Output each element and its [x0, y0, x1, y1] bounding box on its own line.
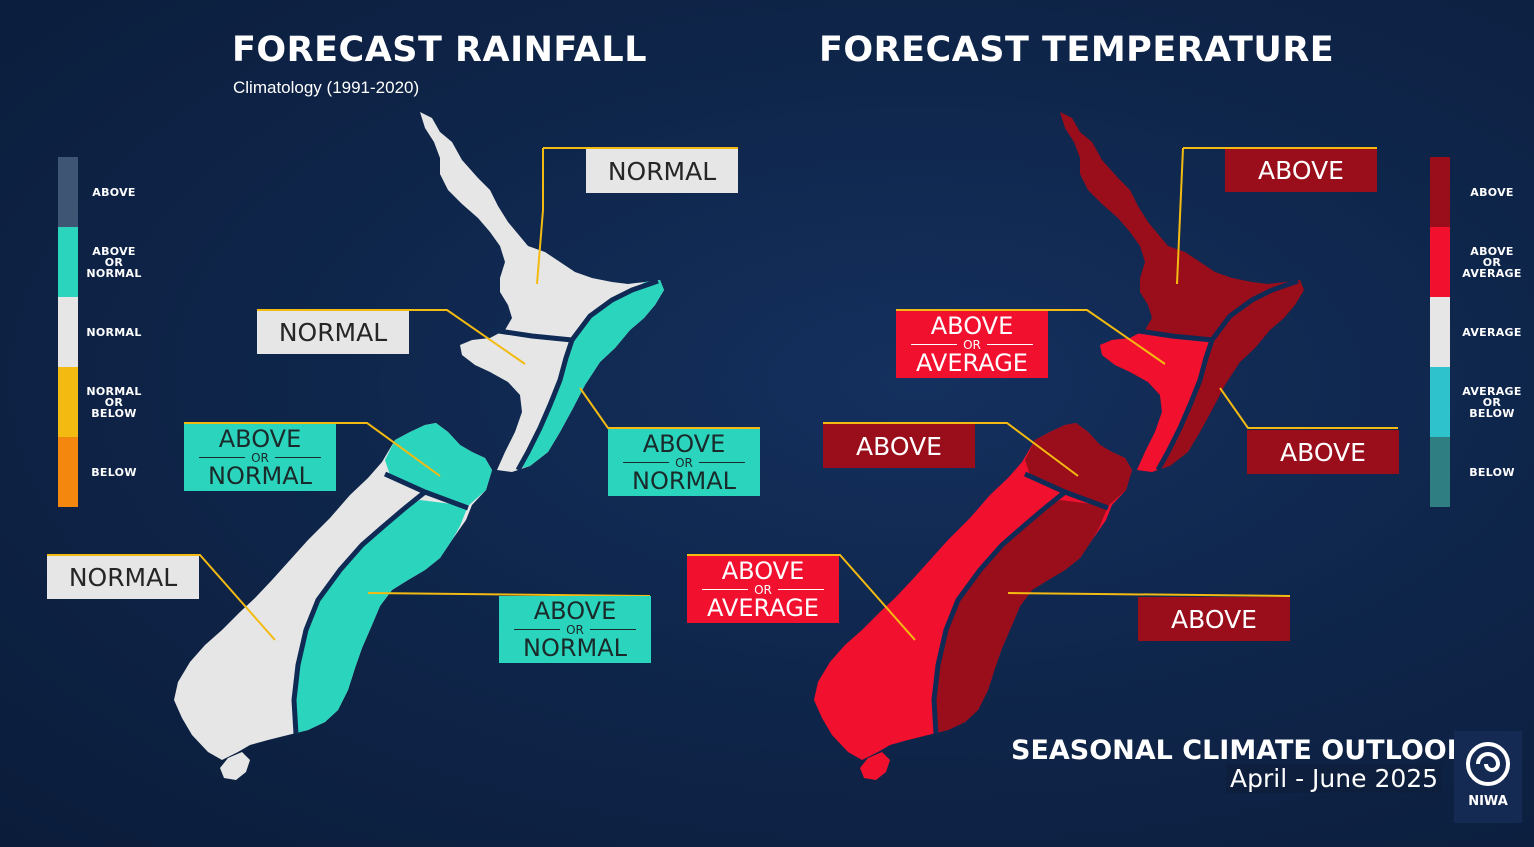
rainfall-legend-normal-or-below-swatch	[58, 367, 78, 437]
rainfall-label-south-east: ABOVE OR NORMAL	[499, 596, 651, 663]
temperature-label-north-west: ABOVE OR AVERAGE	[896, 311, 1048, 378]
rainfall-legend-normal-swatch	[58, 297, 78, 367]
temperature-legend-labels: ABOVE ABOVE OR AVERAGE AVERAGE AVERAGE OR BE…	[1452, 157, 1532, 507]
temperature-legend-above-swatch	[1430, 157, 1450, 227]
temperature-label-south-west: ABOVE OR AVERAGE	[687, 556, 839, 623]
niwa-logo: NIWA	[1454, 731, 1522, 823]
temperature-legend-label: BELOW	[1469, 465, 1515, 479]
rainfall-map	[47, 112, 760, 780]
temperature-legend-label: ABOVE	[1470, 185, 1514, 199]
niwa-swirl-icon	[1466, 742, 1510, 786]
temperature-label-south-east: ABOVE	[1138, 597, 1290, 641]
temperature-legend-label: AVERAGE	[1462, 325, 1522, 339]
rainfall-legend-labels: ABOVE ABOVE OR NORMAL NORMAL NORMAL OR BELOW…	[74, 157, 154, 507]
rainfall-legend-label: BELOW	[91, 465, 137, 479]
rainfall-legend-above-or-normal-swatch	[58, 227, 78, 297]
temperature-label-south-north: ABOVE	[823, 424, 975, 468]
temperature-label-north-north: ABOVE	[1225, 149, 1377, 192]
rainfall-label-north-west: NORMAL	[257, 311, 409, 354]
temperature-title: FORECAST TEMPERATURE	[819, 30, 1335, 70]
rainfall-label-south-west: NORMAL	[47, 556, 199, 599]
rainfall-region-north-east	[522, 280, 664, 468]
rainfall-legend-label: ABOVE	[92, 185, 136, 199]
rainfall-region-south-east	[294, 500, 468, 733]
temperature-legend-above-or-average-swatch	[1430, 227, 1450, 297]
rainfall-subtitle: Climatology (1991-2020)	[233, 78, 420, 97]
rainfall-title: FORECAST RAINFALL	[232, 30, 647, 70]
rainfall-region-south-north	[385, 423, 492, 506]
rainfall-legend-label: NORMAL	[86, 325, 142, 339]
temperature-region-south-east	[934, 500, 1108, 733]
temperature-region-south-north	[1025, 423, 1132, 506]
temperature-legend-average-swatch	[1430, 297, 1450, 367]
temperature-label-north-east: ABOVE	[1247, 430, 1399, 474]
rainfall-label-south-north: ABOVE OR NORMAL	[184, 424, 336, 491]
temperature-legend-average-or-below-swatch	[1430, 367, 1450, 437]
temperature-map	[814, 112, 1304, 780]
temperature-region-north-west	[1100, 330, 1212, 472]
temperature-legend-label: ABOVE OR AVERAGE	[1462, 244, 1522, 280]
rainfall-legend-above-swatch	[58, 157, 78, 227]
outlook-period: April - June 2025	[1226, 764, 1443, 793]
rainfall-label-north-east: ABOVE OR NORMAL	[608, 429, 760, 496]
rainfall-label-north-north: NORMAL	[586, 149, 738, 193]
rainfall-legend-label: ABOVE OR NORMAL	[86, 244, 142, 280]
rainfall-legend-below-swatch	[58, 437, 78, 507]
temperature-legend-label: AVERAGE OR BELOW	[1462, 384, 1522, 420]
rainfall-legend-bar	[58, 157, 78, 507]
temperature-legend-below-swatch	[1430, 437, 1450, 507]
niwa-logo-text: NIWA	[1468, 794, 1508, 809]
rainfall-legend-label: NORMAL OR BELOW	[86, 384, 142, 420]
temperature-legend-bar	[1430, 157, 1450, 507]
outlook-title: SEASONAL CLIMATE OUTLOOK	[1011, 735, 1468, 766]
